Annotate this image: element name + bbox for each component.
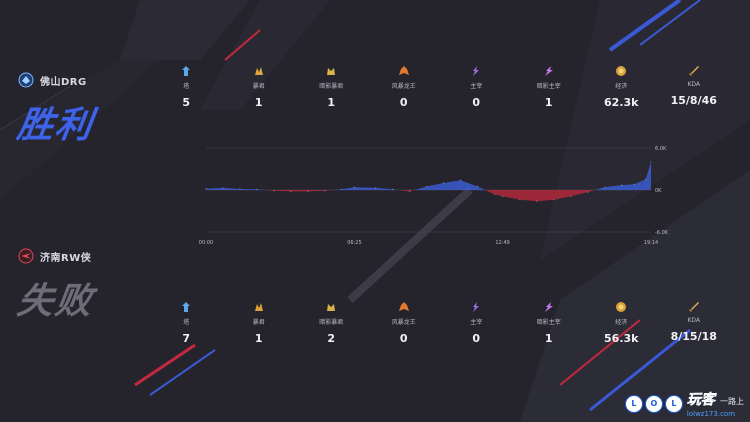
chart-data-point (650, 161, 652, 163)
stat-storm-dragon: 风暴龙王 0 (368, 64, 441, 109)
gold-diff-chart-svg: 6.0K 0K -6.0K 00:00 06:25 12:49 19:14 (199, 146, 669, 246)
chart-data-point (307, 190, 309, 192)
chart-data-point (205, 188, 207, 190)
stat-overlord: 主宰 0 (440, 300, 513, 345)
storm-dragon-icon (397, 300, 411, 314)
storm-dragon-icon (397, 64, 411, 78)
chart-data-point (353, 186, 356, 188)
sword-icon (687, 64, 701, 78)
watermark-circles: L O L (624, 394, 683, 413)
chart-data-point (239, 188, 241, 190)
gold-lead-area-blue (206, 162, 651, 190)
stat-tyrant: 暴君 1 (223, 64, 296, 109)
stat-kda: KDA 8/15/18 (658, 300, 731, 345)
stat-gold: 经济 56.3k (585, 300, 658, 345)
watermark-circle: L (664, 394, 683, 413)
x-tick-label: 19:14 (644, 240, 658, 246)
stat-shadow-tyrant: 暗影暴君 1 (295, 64, 368, 109)
chart-data-point (476, 185, 479, 188)
losing-team-stats: 塔 7 暴君 1 暗影暴君 2 风暴龙王 0 主宰 0 暗影主宰 1 经济 56… (150, 300, 730, 345)
chart-data-point (633, 183, 635, 185)
chart-data-point (341, 188, 343, 190)
y-tick-label: 6.0K (655, 146, 667, 152)
losing-team-header: 济南RW侠 (18, 248, 94, 264)
stat-shadow-tyrant: 暗影暴君 2 (295, 300, 368, 345)
win-result-text: 胜利 (14, 105, 97, 146)
chart-data-point (256, 188, 258, 190)
y-tick-label: -6.0K (655, 230, 669, 236)
watermark-circle: L (624, 394, 643, 413)
watermark-logo: L O L 玩客 一路上 lolwz173.com (624, 389, 744, 418)
y-tick-label: 0K (655, 188, 662, 194)
chart-data-point (375, 187, 377, 189)
stat-kda: KDA 15/8/46 (658, 64, 731, 109)
chart-data-point (553, 199, 555, 201)
chart-data-point (604, 186, 606, 188)
sword-icon (687, 300, 701, 314)
watermark-text: 玩客 一路上 lolwz173.com (687, 389, 744, 418)
stat-shadow-overlord: 暗影主宰 1 (513, 64, 586, 109)
shadow-tyrant-icon (324, 300, 338, 314)
chart-data-point (493, 193, 496, 195)
tyrant-icon (252, 300, 266, 314)
drg-logo-icon (18, 72, 34, 88)
chart-data-point (324, 190, 326, 192)
tower-icon (179, 64, 193, 78)
stat-shadow-overlord: 暗影主宰 1 (513, 300, 586, 345)
chart-data-point (290, 190, 292, 192)
shadow-overlord-icon (542, 300, 556, 314)
watermark-url: lolwz173.com (686, 410, 736, 418)
winning-team-block: 佛山DRG 胜利 (15, 72, 96, 148)
tower-icon (179, 300, 193, 314)
chart-data-point (222, 187, 224, 189)
stat-overlord: 主宰 0 (440, 64, 513, 109)
watermark-sub: 一路上 (720, 397, 744, 406)
overlord-icon (469, 300, 483, 314)
x-tick-label: 06:25 (347, 240, 361, 246)
shadow-overlord-icon (542, 64, 556, 78)
chart-data-point (459, 179, 462, 181)
chart-data-point (570, 195, 572, 197)
chart-data-point (621, 184, 623, 186)
chart-data-point (587, 191, 589, 193)
x-tick-label: 12:49 (495, 240, 509, 246)
winning-team-stats: 塔 5 暴君 1 暗影暴君 1 风暴龙王 0 主宰 0 暗影主宰 1 经济 62… (150, 64, 730, 109)
chart-data-point (536, 200, 538, 202)
losing-team-block: 济南RW侠 失败 (15, 248, 96, 324)
chart-data-point (501, 195, 504, 197)
stat-gold: 经济 62.3k (585, 64, 658, 109)
x-tick-label: 00:00 (199, 240, 213, 246)
lose-result-text: 失败 (14, 281, 97, 322)
stat-storm-dragon: 风暴龙王 0 (368, 300, 441, 345)
chart-data-point (273, 190, 275, 192)
shadow-tyrant-icon (324, 64, 338, 78)
chart-data-point (409, 190, 411, 192)
chart-data-point (645, 178, 647, 181)
chart-data-point (519, 199, 521, 201)
winning-team-name: 佛山DRG (40, 76, 87, 88)
stat-tower: 塔 7 (150, 300, 223, 345)
chart-data-point (442, 182, 445, 184)
gold-diff-chart: 6.0K 0K -6.0K 00:00 06:25 12:49 19:14 (199, 140, 670, 250)
gold-coin-icon (614, 64, 628, 78)
watermark-brand: 玩客 (686, 392, 715, 408)
chart-data-point (425, 185, 428, 188)
gold-lead-area-red (206, 190, 651, 202)
tyrant-icon (252, 64, 266, 78)
stat-tower: 塔 5 (150, 64, 223, 109)
winning-team-header: 佛山DRG (18, 72, 94, 88)
rw-logo-icon (18, 248, 34, 264)
stat-tyrant: 暴君 1 (223, 300, 296, 345)
losing-team-name: 济南RW侠 (40, 252, 92, 264)
chart-data-point (392, 188, 394, 190)
overlord-icon (469, 64, 483, 78)
gold-coin-icon (614, 300, 628, 314)
watermark-circle: O (644, 394, 663, 413)
